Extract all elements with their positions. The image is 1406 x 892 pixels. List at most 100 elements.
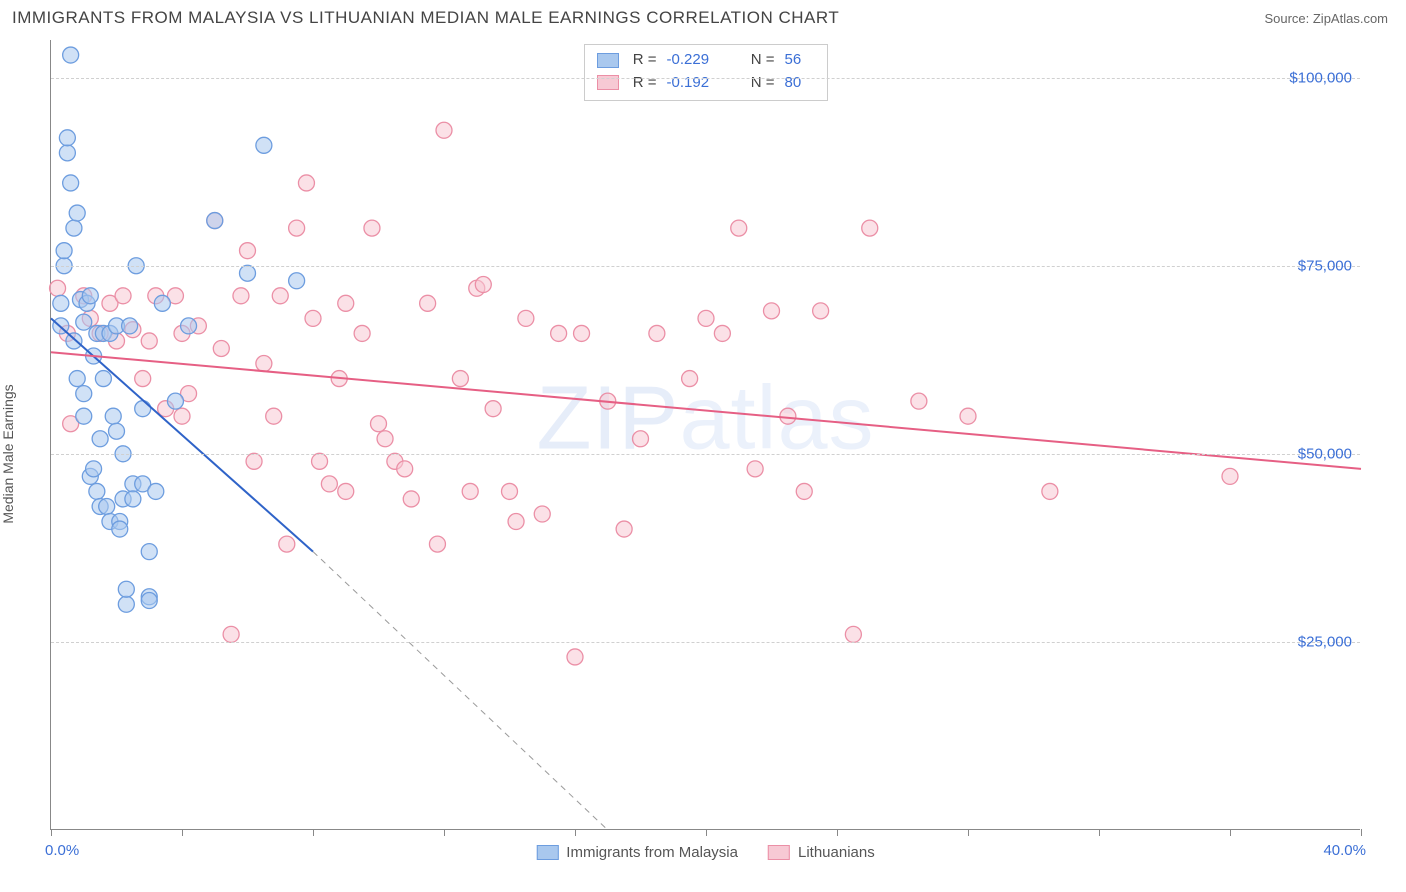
data-point-lithuanians (429, 536, 445, 552)
data-point-lithuanians (518, 310, 534, 326)
data-point-malaysia (63, 175, 79, 191)
data-point-malaysia (141, 544, 157, 560)
data-point-lithuanians (223, 626, 239, 642)
gridline (51, 642, 1360, 643)
data-point-lithuanians (289, 220, 305, 236)
data-point-lithuanians (462, 483, 478, 499)
legend-n-value: 56 (785, 49, 815, 72)
x-axis-min-label: 0.0% (45, 842, 79, 859)
data-point-lithuanians (403, 491, 419, 507)
legend-n-label: N = (747, 72, 775, 95)
data-point-lithuanians (354, 325, 370, 341)
data-point-malaysia (69, 205, 85, 221)
legend-swatch (536, 845, 558, 860)
data-point-lithuanians (397, 461, 413, 477)
data-point-malaysia (63, 47, 79, 63)
data-point-lithuanians (534, 506, 550, 522)
legend-item: Immigrants from Malaysia (536, 844, 738, 861)
chart-plot-area: ZIPatlas R =-0.229N =56R =-0.192N =80 Im… (50, 40, 1360, 830)
data-point-lithuanians (567, 649, 583, 665)
data-point-malaysia (59, 130, 75, 146)
data-point-lithuanians (279, 536, 295, 552)
correlation-legend: R =-0.229N =56R =-0.192N =80 (584, 44, 828, 101)
data-point-lithuanians (50, 280, 66, 296)
legend-series-label: Lithuanians (798, 844, 875, 861)
data-point-malaysia (240, 265, 256, 281)
trend-line-malaysia (51, 318, 313, 551)
data-point-lithuanians (115, 288, 131, 304)
data-point-lithuanians (338, 483, 354, 499)
data-point-lithuanians (911, 393, 927, 409)
data-point-lithuanians (246, 453, 262, 469)
legend-r-label: R = (629, 49, 657, 72)
data-point-malaysia (141, 593, 157, 609)
data-point-lithuanians (272, 288, 288, 304)
data-point-lithuanians (213, 340, 229, 356)
data-point-lithuanians (1042, 483, 1058, 499)
data-point-malaysia (53, 295, 69, 311)
data-point-malaysia (56, 243, 72, 259)
legend-r-value: -0.192 (667, 72, 737, 95)
data-point-malaysia (66, 333, 82, 349)
data-point-malaysia (86, 461, 102, 477)
data-point-malaysia (256, 137, 272, 153)
data-point-lithuanians (174, 408, 190, 424)
data-point-lithuanians (862, 220, 878, 236)
y-tick-label: $25,000 (1298, 633, 1352, 650)
data-point-malaysia (92, 431, 108, 447)
gridline (51, 78, 1360, 79)
data-point-malaysia (109, 423, 125, 439)
data-point-malaysia (69, 371, 85, 387)
legend-swatch (597, 53, 619, 68)
data-point-malaysia (76, 408, 92, 424)
x-tick (1230, 829, 1231, 836)
x-tick (575, 829, 576, 836)
legend-n-value: 80 (785, 72, 815, 95)
data-point-lithuanians (338, 295, 354, 311)
data-point-lithuanians (321, 476, 337, 492)
data-point-lithuanians (135, 371, 151, 387)
data-point-lithuanians (796, 483, 812, 499)
data-point-malaysia (148, 483, 164, 499)
data-point-malaysia (59, 145, 75, 161)
data-point-lithuanians (616, 521, 632, 537)
scatter-plot-svg (51, 40, 1360, 829)
chart-title: IMMIGRANTS FROM MALAYSIA VS LITHUANIAN M… (12, 8, 839, 28)
data-point-malaysia (289, 273, 305, 289)
data-point-malaysia (167, 393, 183, 409)
x-tick (444, 829, 445, 836)
legend-corr-row: R = -0.192 N = 80 (597, 72, 815, 95)
data-point-lithuanians (298, 175, 314, 191)
data-point-lithuanians (1222, 468, 1238, 484)
data-point-lithuanians (452, 371, 468, 387)
data-point-lithuanians (233, 288, 249, 304)
data-point-lithuanians (485, 401, 501, 417)
y-axis-label: Median Male Earnings (0, 384, 16, 523)
data-point-malaysia (154, 295, 170, 311)
data-point-lithuanians (305, 310, 321, 326)
legend-series-label: Immigrants from Malaysia (566, 844, 738, 861)
data-point-lithuanians (813, 303, 829, 319)
gridline (51, 454, 1360, 455)
data-point-lithuanians (475, 277, 491, 293)
y-tick-label: $75,000 (1298, 257, 1352, 274)
data-point-lithuanians (747, 461, 763, 477)
legend-item: Lithuanians (768, 844, 875, 861)
x-tick (706, 829, 707, 836)
legend-n-label: N = (747, 49, 775, 72)
data-point-lithuanians (312, 453, 328, 469)
data-point-malaysia (118, 596, 134, 612)
data-point-malaysia (118, 581, 134, 597)
data-point-malaysia (66, 220, 82, 236)
data-point-malaysia (181, 318, 197, 334)
x-tick (182, 829, 183, 836)
source-label: Source: ZipAtlas.com (1264, 11, 1388, 26)
data-point-lithuanians (240, 243, 256, 259)
trend-line-dash-malaysia (313, 552, 608, 830)
legend-swatch (768, 845, 790, 860)
legend-r-label: R = (629, 72, 657, 95)
data-point-lithuanians (256, 356, 272, 372)
data-point-malaysia (207, 213, 223, 229)
y-tick-label: $100,000 (1289, 69, 1352, 86)
data-point-malaysia (135, 401, 151, 417)
